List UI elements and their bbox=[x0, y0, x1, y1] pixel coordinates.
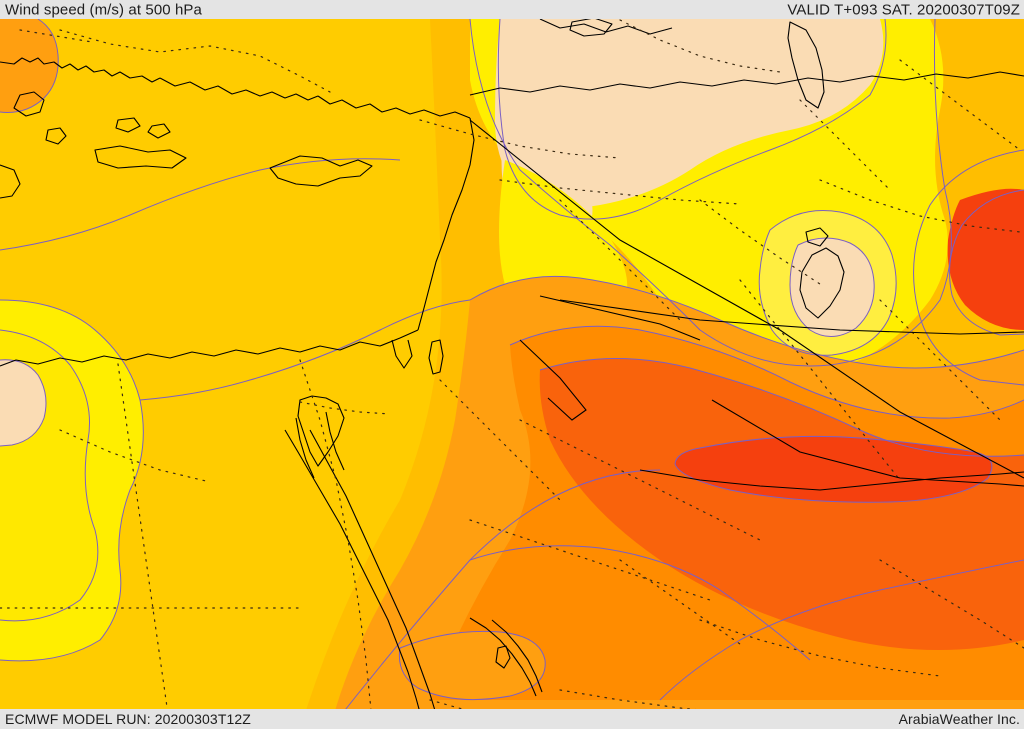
border-turkey-inland bbox=[59, 29, 331, 93]
footer-bar: ECMWF MODEL RUN: 20200303T12Z ArabiaWeat… bbox=[0, 709, 1024, 729]
contour-lines bbox=[0, 18, 1024, 729]
contour-line-south-arabia bbox=[398, 630, 546, 701]
coastline-island-small-1 bbox=[45, 127, 67, 145]
analysis-lines bbox=[469, 119, 1024, 487]
coastline-nile-delta bbox=[391, 339, 413, 369]
coastline-redsea-east bbox=[309, 429, 437, 715]
border-iran-iraq bbox=[739, 279, 901, 481]
coastline-caspian-small bbox=[805, 227, 829, 247]
border-saudi-uae bbox=[699, 619, 941, 677]
analysis-line-horizontal bbox=[559, 299, 1024, 335]
coastline-turkey-south bbox=[159, 77, 319, 101]
contour-line-arabia-2 bbox=[539, 357, 1024, 457]
analysis-line-jet-axis bbox=[711, 399, 1024, 487]
coastline-arabian-gulf bbox=[469, 617, 537, 697]
contour-line-east-edge-2 bbox=[913, 149, 1024, 386]
coastline-iran-south bbox=[639, 469, 1024, 491]
band-red-east-edge bbox=[947, 188, 1024, 330]
coastline-arabian-gulf-east bbox=[491, 619, 543, 693]
contour-line-nile-upper bbox=[0, 158, 401, 251]
coastline-redsea-west bbox=[284, 429, 423, 721]
coastline-levant bbox=[417, 117, 475, 331]
coastline-dead-sea bbox=[428, 339, 444, 375]
border-syria-iraq bbox=[559, 199, 681, 321]
analysis-line-diagonal-1 bbox=[469, 119, 1024, 479]
coastline-turkey-med bbox=[317, 95, 471, 119]
country-borders bbox=[0, 19, 1024, 729]
contour-line-caspian-ring bbox=[758, 209, 897, 356]
coastline-greece-island-1 bbox=[13, 91, 45, 117]
border-egypt-libya bbox=[117, 363, 171, 729]
band-cream-west bbox=[0, 359, 46, 446]
contour-line-levant bbox=[469, 275, 1024, 369]
coastline-cyprus bbox=[269, 155, 373, 187]
coastline-caspian bbox=[799, 247, 845, 319]
contour-line-gulf bbox=[469, 545, 811, 661]
contour-line-west-lobe bbox=[0, 299, 144, 662]
contour-line-east-edge-1 bbox=[949, 189, 1024, 336]
coastline-qatar bbox=[495, 645, 511, 669]
coastline-gulf-suez bbox=[295, 417, 315, 479]
band-cream-anatolia bbox=[495, 19, 884, 208]
border-jordan-saudi bbox=[439, 379, 561, 501]
coastlines bbox=[0, 17, 1024, 721]
page-title: Wind speed (m/s) at 500 hPa bbox=[5, 1, 202, 18]
coastline-peloponnese bbox=[0, 164, 21, 199]
border-iran-interior-2 bbox=[879, 299, 1001, 421]
band-orange-south-nose bbox=[399, 631, 546, 700]
border-saudi-kuwait bbox=[619, 559, 741, 645]
band-orange-red-jet bbox=[539, 358, 1024, 650]
contour-line-caspian-core bbox=[789, 237, 875, 337]
contour-line-northeast bbox=[469, 18, 952, 367]
border-central-asia bbox=[899, 59, 1021, 151]
header-bar: Wind speed (m/s) at 500 hPa VALID T+093 … bbox=[0, 0, 1024, 19]
border-turkey-armenia bbox=[799, 99, 891, 191]
contour-line-arabia-1 bbox=[509, 325, 1024, 419]
coastline-caspian-north bbox=[787, 21, 825, 109]
coastline-gulf-aqaba bbox=[325, 411, 345, 471]
coastline-blacksea-south bbox=[469, 71, 1024, 96]
coastline-crete bbox=[94, 145, 187, 169]
contour-line-jet-core bbox=[674, 435, 993, 503]
coastline-island-small-2 bbox=[115, 117, 141, 133]
border-sinai-dots bbox=[299, 401, 391, 415]
model-run-label: ECMWF MODEL RUN: 20200303T12Z bbox=[5, 711, 251, 727]
border-greece-bulgaria bbox=[19, 29, 93, 43]
coastline-caucasus bbox=[539, 295, 701, 341]
contour-line-east-edge-3 bbox=[659, 559, 1024, 701]
border-iran-interior-1 bbox=[819, 179, 1021, 233]
contour-fill-bands bbox=[0, 19, 1024, 729]
coastline-sinai bbox=[297, 395, 345, 467]
border-caucasus-dots bbox=[699, 199, 821, 285]
provider-credit-label: ArabiaWeather Inc. bbox=[898, 711, 1020, 727]
border-saudi-yemen bbox=[429, 699, 531, 725]
coastline-island-small-3 bbox=[147, 123, 171, 139]
valid-time-label: VALID T+093 SAT. 20200307T09Z bbox=[787, 1, 1020, 18]
contour-line-balkans bbox=[0, 18, 59, 113]
analysis-line-diagonal-2 bbox=[519, 339, 587, 421]
coastline-aegean bbox=[0, 57, 161, 83]
coastline-egypt-north bbox=[0, 329, 419, 367]
band-orange-balkans bbox=[0, 19, 59, 113]
border-ukraine-russia bbox=[619, 19, 781, 73]
contour-line-cream-west bbox=[0, 359, 47, 447]
